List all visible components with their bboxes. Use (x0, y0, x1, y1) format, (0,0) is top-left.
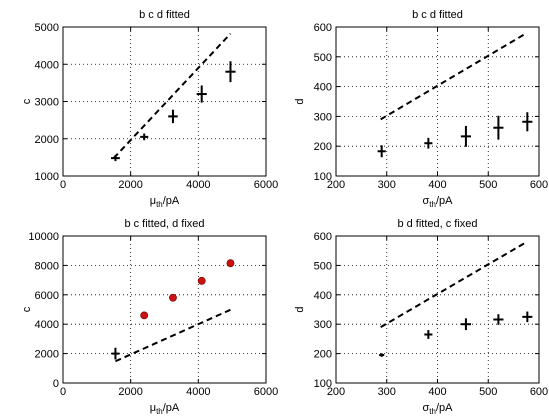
y-tick-label: 0 (53, 378, 59, 390)
red-data-point-3 (197, 276, 206, 285)
x-tick-label: 200 (327, 386, 345, 398)
x-tick-label: 600 (530, 386, 548, 398)
y-tick-label: 400 (314, 290, 332, 302)
y-tick-label: 300 (314, 111, 332, 123)
data-point-5 (522, 311, 533, 323)
data-point-2 (140, 133, 149, 141)
y-tick-label: 8000 (35, 260, 59, 272)
x-tick-label: 300 (378, 179, 396, 191)
data-point-2 (424, 330, 433, 339)
data-point-1 (379, 353, 385, 357)
y-tick-label: 2000 (35, 134, 59, 146)
fit-line (115, 308, 231, 363)
chart-title: b c d fitted (412, 9, 463, 21)
plot-area (63, 27, 266, 176)
y-axis-label: c (21, 306, 33, 312)
data-point-2 (424, 137, 433, 149)
x-tick-label: 200 (327, 179, 345, 191)
x-tick-label: 300 (378, 386, 396, 398)
y-tick-label: 200 (314, 349, 332, 361)
data-point-3 (460, 318, 471, 331)
y-tick-label: 2000 (35, 349, 59, 361)
x-tick-label: 400 (428, 386, 446, 398)
y-tick-label: 4000 (35, 319, 59, 331)
x-tick-label: 400 (428, 179, 446, 191)
data-point-1 (377, 145, 386, 158)
data-point-3 (460, 125, 471, 147)
y-tick-label: 100 (314, 171, 332, 183)
data-point-4 (493, 314, 504, 325)
fit-line (380, 32, 528, 121)
y-tick-label: 1000 (35, 171, 59, 183)
x-tick-label: 4000 (186, 386, 210, 398)
data-point-5 (522, 112, 533, 132)
axes-frame (62, 235, 267, 384)
plot-area (336, 27, 539, 176)
y-tick-label: 300 (314, 319, 332, 331)
y-tick-label: 600 (314, 231, 332, 243)
y-tick-label: 500 (314, 260, 332, 272)
data-point-4 (493, 115, 504, 140)
data-point-5 (225, 61, 236, 83)
y-tick-label: 400 (314, 82, 332, 94)
x-tick-label: 0 (60, 386, 66, 398)
x-tick-label: 6000 (254, 386, 278, 398)
fit-line (113, 33, 232, 159)
x-tick-label: 500 (479, 386, 497, 398)
y-tick-label: 4000 (35, 59, 59, 71)
data-point-1 (111, 347, 120, 360)
y-tick-label: 6000 (35, 290, 59, 302)
data-point-3 (168, 109, 178, 124)
y-tick-label: 10000 (28, 231, 59, 243)
x-tick-label: 0 (60, 179, 66, 191)
y-axis-label: d (294, 306, 306, 312)
chart-panel-1: 0 2000 4000 6000 1000 2000 3000 4000 5000 b c d f… (21, 9, 278, 209)
y-axis-label: c (21, 98, 33, 104)
y-tick-label: 100 (314, 378, 332, 390)
plot-area (63, 236, 266, 383)
x-axis-label: σth/pA (423, 195, 454, 209)
x-tick-label: 2000 (118, 386, 142, 398)
y-tick-label: 3000 (35, 97, 59, 109)
chart-title: b c fitted, d fixed (124, 218, 204, 230)
fit-line (380, 241, 528, 329)
x-axis-label: μth/pA (150, 402, 180, 416)
x-tick-label: 4000 (186, 179, 210, 191)
x-tick-label: 6000 (254, 179, 278, 191)
chart-panel-3: 0 2000 4000 6000 0 2000 4000 6000 8000 10000 b c f… (21, 218, 278, 416)
data-point-4 (196, 85, 207, 103)
x-tick-label: 600 (530, 179, 548, 191)
x-axis-label: μth/pA (150, 195, 180, 209)
y-tick-label: 200 (314, 141, 332, 153)
red-data-point-4 (226, 259, 235, 268)
y-tick-label: 5000 (35, 22, 59, 34)
x-tick-label: 500 (479, 179, 497, 191)
red-data-point-2 (169, 293, 177, 302)
chart-title: b c d fitted (139, 9, 190, 21)
y-tick-label: 600 (314, 22, 332, 34)
chart-title: b d fitted, c fixed (397, 218, 477, 230)
x-axis-label: σth/pA (423, 402, 454, 416)
y-tick-label: 500 (314, 52, 332, 64)
red-data-point-1 (140, 311, 149, 320)
y-axis-label: d (294, 98, 306, 104)
x-tick-label: 2000 (118, 179, 142, 191)
